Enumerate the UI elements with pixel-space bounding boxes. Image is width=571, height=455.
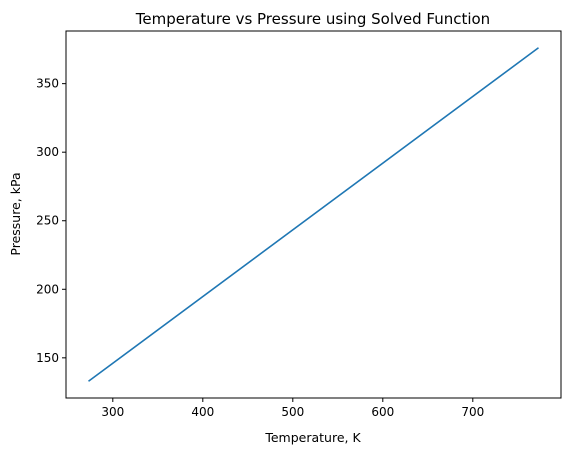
y-tick-label: 350 [36,77,59,91]
chart-title: Temperature vs Pressure using Solved Fun… [135,10,490,28]
series-line [88,47,539,382]
plot-frame [65,30,562,399]
y-tick-label: 150 [36,351,59,365]
x-axis-label: Temperature, K [264,430,361,445]
x-tick-label: 700 [461,405,484,419]
x-tick-label: 400 [191,405,214,419]
y-tick-label: 300 [36,145,59,159]
x-tick-label: 600 [371,405,394,419]
y-tick-label: 250 [36,214,59,228]
plot-area [88,47,539,382]
x-tick-label: 300 [101,405,124,419]
y-axis: 150 200 250 300 350 [36,77,66,365]
y-axis-label: Pressure, kPa [8,172,23,255]
x-axis: 300 400 500 600 700 [101,398,484,419]
x-tick-label: 500 [281,405,304,419]
y-tick-label: 200 [36,282,59,296]
